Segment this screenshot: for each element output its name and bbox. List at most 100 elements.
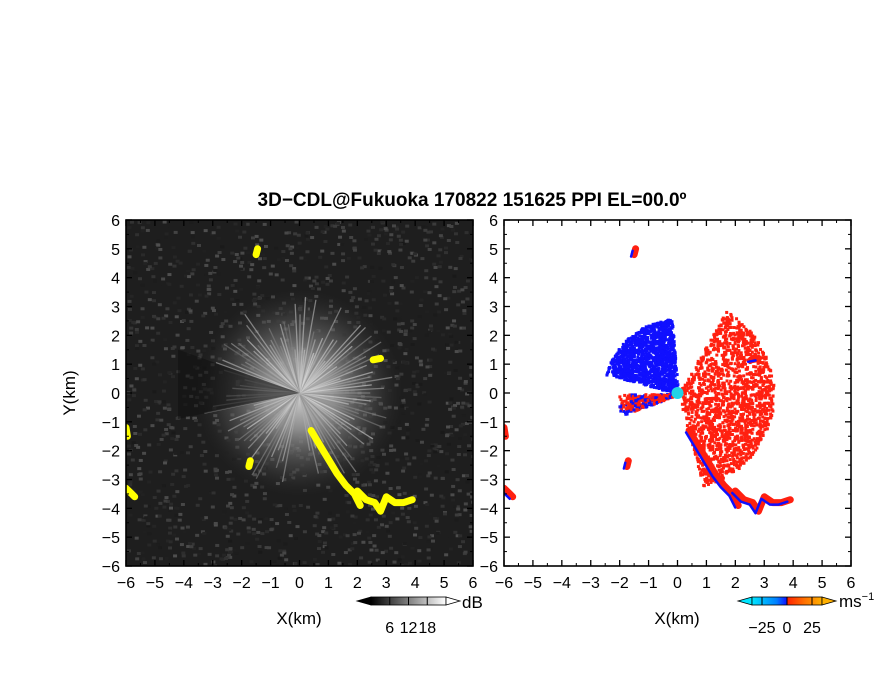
snr-noise-cell xyxy=(138,490,143,494)
velocity-blue-cell xyxy=(654,377,658,381)
velocity-red-cell xyxy=(721,475,725,479)
snr-noise-cell xyxy=(441,496,446,500)
velocity-red-cell xyxy=(750,386,754,390)
snr-noise-cell xyxy=(372,544,377,548)
velocity-blue-cell xyxy=(661,352,665,356)
snr-noise-cell xyxy=(434,285,439,289)
snr-noise-cell xyxy=(305,250,310,254)
snr-noise-cell xyxy=(182,530,187,534)
velocity-red-cell xyxy=(699,394,703,398)
velocity-red-cell xyxy=(750,345,754,349)
snr-noise-cell xyxy=(302,530,307,534)
velocity-red-cell xyxy=(748,455,752,459)
snr-noise-cell xyxy=(397,558,402,562)
snr-noise-cell xyxy=(406,427,411,431)
snr-noise-cell xyxy=(460,288,465,292)
velocity-red-cell xyxy=(742,456,746,460)
snr-noise-cell xyxy=(258,257,263,261)
snr-noise-cell xyxy=(201,440,206,444)
velocity-blue-cell xyxy=(607,370,611,374)
velocity-red-cell xyxy=(717,366,721,370)
snr-noise-cell xyxy=(214,476,219,480)
velocity-red-cell xyxy=(738,419,742,423)
velocity-blue-cell xyxy=(669,344,673,348)
snr-noise-cell xyxy=(385,529,390,533)
velocity-red-cell xyxy=(723,453,727,457)
snr-noise-cell xyxy=(256,530,261,534)
velocity-blue-cell xyxy=(656,342,660,346)
snr-noise-cell xyxy=(412,370,417,374)
snr-noise-cell xyxy=(439,235,444,239)
velocity-red-cell xyxy=(735,326,739,330)
velocity-blue-cell xyxy=(624,375,628,379)
velocity-red-cell xyxy=(705,476,709,480)
snr-noise-cell xyxy=(262,222,267,226)
velocity-red-cell xyxy=(706,368,710,372)
snr-noise-cell xyxy=(219,557,224,561)
velocity-red-cell xyxy=(706,482,710,486)
snr-noise-cell xyxy=(463,453,468,457)
velocity-red-cell xyxy=(732,331,736,335)
snr-noise-cell xyxy=(440,227,445,231)
snr-noise-cell xyxy=(392,448,397,452)
snr-noise-cell xyxy=(158,470,163,474)
velocity-red-cell xyxy=(696,465,700,469)
velocity-red-cell xyxy=(763,401,767,405)
velocity-blue-cell xyxy=(647,340,651,344)
snr-noise-cell xyxy=(453,267,458,271)
snr-noise-cell xyxy=(157,282,162,286)
velocity-red-cell xyxy=(706,443,710,447)
snr-noise-cell xyxy=(203,562,208,566)
velocity-red-cell xyxy=(728,342,732,346)
velocity-blue-cell xyxy=(625,372,629,376)
snr-noise-cell xyxy=(467,404,472,408)
snr-noise-cell xyxy=(206,287,211,291)
velocity-west-cell xyxy=(618,395,622,399)
velocity-red-cell xyxy=(716,378,720,382)
velocity-blue-cell xyxy=(673,353,677,357)
velocity-red-cell xyxy=(727,454,731,458)
velocity-red-cell xyxy=(700,406,704,410)
velocity-red-cell xyxy=(761,361,765,365)
velocity-red-cell xyxy=(767,367,771,371)
velocity-red-cell xyxy=(725,342,729,346)
velocity-blue-cell xyxy=(661,361,665,365)
velocity-red-cell xyxy=(723,358,727,362)
snr-noise-cell xyxy=(448,547,453,551)
snr-noise-cell xyxy=(433,443,438,447)
velocity-blue-cell xyxy=(637,350,641,354)
snr-noise-cell xyxy=(394,551,399,555)
snr-noise-cell xyxy=(130,458,135,462)
snr-noise-cell xyxy=(151,291,156,295)
velocity-red-cell xyxy=(767,401,771,405)
velocity-red-cell xyxy=(721,343,725,347)
velocity-blue-cell xyxy=(615,354,619,358)
snr-noise-cell xyxy=(455,534,460,538)
velocity-red-cell xyxy=(713,372,717,376)
snr-noise-cell xyxy=(206,284,211,288)
x-tick-label: 5 xyxy=(440,575,449,592)
velocity-red-cell xyxy=(761,350,765,354)
snr-noise-cell xyxy=(325,282,330,286)
snr-noise-cell xyxy=(368,314,373,318)
snr-noise-cell xyxy=(167,407,172,411)
y-tick-label: −4 xyxy=(102,501,120,518)
velocity-red-cell xyxy=(763,380,767,384)
velocity-red-cell xyxy=(740,378,744,382)
velocity-red-cell xyxy=(761,415,765,419)
snr-noise-cell xyxy=(405,516,410,520)
snr-noise-cell xyxy=(438,260,443,264)
snr-noise-cell xyxy=(439,494,444,498)
snr-blocked-sector xyxy=(178,349,300,420)
snr-noise-cell xyxy=(186,484,191,488)
velocity-blue-cell xyxy=(644,327,648,331)
velocity-red-cell xyxy=(755,392,759,396)
velocity-red-cell xyxy=(724,350,728,354)
x-tick-label: −5 xyxy=(146,575,164,592)
snr-noise-cell xyxy=(351,296,356,300)
snr-noise-cell xyxy=(444,470,449,474)
snr-noise-cell xyxy=(451,406,456,410)
snr-noise-cell xyxy=(429,230,434,234)
velocity-blue-cell xyxy=(615,356,619,360)
snr-noise-cell xyxy=(226,477,231,481)
